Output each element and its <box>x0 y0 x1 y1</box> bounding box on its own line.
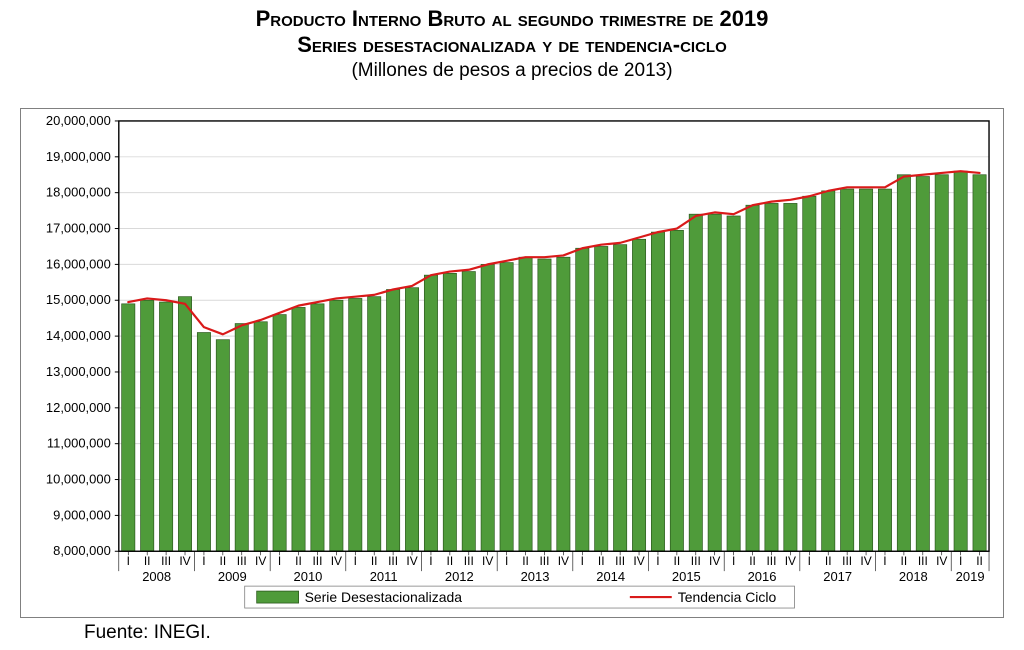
svg-text:2011: 2011 <box>370 569 398 584</box>
svg-text:I: I <box>202 554 205 568</box>
svg-text:III: III <box>539 554 549 568</box>
svg-text:III: III <box>615 554 625 568</box>
svg-text:IV: IV <box>860 554 871 568</box>
svg-text:2018: 2018 <box>899 569 928 584</box>
svg-text:III: III <box>388 554 398 568</box>
svg-text:III: III <box>237 554 247 568</box>
svg-text:II: II <box>901 554 908 568</box>
svg-text:III: III <box>161 554 171 568</box>
svg-text:IV: IV <box>331 554 342 568</box>
svg-text:II: II <box>144 554 151 568</box>
svg-text:2010: 2010 <box>294 569 323 584</box>
svg-text:I: I <box>883 554 886 568</box>
svg-text:I: I <box>429 554 432 568</box>
svg-text:Serie Desestacionalizada: Serie Desestacionalizada <box>305 589 463 605</box>
svg-text:8,000,000: 8,000,000 <box>53 543 111 558</box>
svg-text:2013: 2013 <box>521 569 550 584</box>
svg-text:II: II <box>674 554 681 568</box>
svg-text:I: I <box>127 554 130 568</box>
svg-text:2008: 2008 <box>142 569 171 584</box>
svg-text:IV: IV <box>709 554 720 568</box>
svg-text:2014: 2014 <box>596 569 625 584</box>
svg-text:IV: IV <box>255 554 266 568</box>
svg-text:2016: 2016 <box>748 569 777 584</box>
svg-text:2009: 2009 <box>218 569 247 584</box>
svg-text:2015: 2015 <box>672 569 701 584</box>
svg-text:12,000,000: 12,000,000 <box>46 400 111 415</box>
svg-text:III: III <box>918 554 928 568</box>
svg-text:I: I <box>732 554 735 568</box>
svg-text:III: III <box>312 554 322 568</box>
title-block: Producto Interno Bruto al segundo trimes… <box>0 0 1024 83</box>
svg-text:I: I <box>959 554 962 568</box>
source-label: Fuente: INEGI. <box>84 622 211 644</box>
svg-text:2012: 2012 <box>445 569 474 584</box>
svg-text:18,000,000: 18,000,000 <box>46 185 111 200</box>
svg-text:17,000,000: 17,000,000 <box>46 221 111 236</box>
svg-text:II: II <box>220 554 227 568</box>
svg-text:IV: IV <box>633 554 644 568</box>
title-line-1: Producto Interno Bruto al segundo trimes… <box>0 6 1024 32</box>
svg-text:11,000,000: 11,000,000 <box>47 436 111 451</box>
svg-text:IV: IV <box>936 554 947 568</box>
svg-text:II: II <box>371 554 378 568</box>
svg-text:III: III <box>691 554 701 568</box>
svg-text:IV: IV <box>558 554 569 568</box>
svg-text:III: III <box>464 554 474 568</box>
svg-text:II: II <box>598 554 605 568</box>
title-line-2: Series desestacionalizada y de tendencia… <box>0 32 1024 58</box>
svg-text:20,000,000: 20,000,000 <box>46 113 111 128</box>
svg-text:Tendencia Ciclo: Tendencia Ciclo <box>678 589 777 605</box>
chart-container: 8,000,000 9,000,000 10,000,000 11,000,000 12… <box>20 108 1004 618</box>
svg-text:19,000,000: 19,000,000 <box>46 149 111 164</box>
svg-text:2017: 2017 <box>823 569 852 584</box>
svg-text:II: II <box>825 554 832 568</box>
subtitle: (Millones de pesos a precios de 2013) <box>0 59 1024 83</box>
svg-text:III: III <box>842 554 852 568</box>
svg-text:II: II <box>976 554 983 568</box>
svg-text:III: III <box>766 554 776 568</box>
svg-text:9,000,000: 9,000,000 <box>53 507 111 522</box>
svg-text:16,000,000: 16,000,000 <box>46 256 111 271</box>
svg-text:2019: 2019 <box>956 569 985 584</box>
svg-text:IV: IV <box>179 554 190 568</box>
svg-text:10,000,000: 10,000,000 <box>46 472 111 487</box>
svg-text:13,000,000: 13,000,000 <box>46 364 111 379</box>
svg-text:II: II <box>295 554 302 568</box>
svg-text:II: II <box>447 554 454 568</box>
pib-chart: 8,000,000 9,000,000 10,000,000 11,000,000 12… <box>21 109 1003 617</box>
svg-text:I: I <box>808 554 811 568</box>
svg-text:II: II <box>749 554 756 568</box>
svg-text:I: I <box>354 554 357 568</box>
svg-text:14,000,000: 14,000,000 <box>46 328 111 343</box>
svg-text:IV: IV <box>785 554 796 568</box>
svg-text:IV: IV <box>482 554 493 568</box>
svg-text:I: I <box>656 554 659 568</box>
svg-text:I: I <box>505 554 508 568</box>
svg-text:II: II <box>522 554 529 568</box>
svg-text:15,000,000: 15,000,000 <box>46 292 111 307</box>
svg-text:I: I <box>581 554 584 568</box>
svg-text:IV: IV <box>406 554 417 568</box>
svg-text:I: I <box>278 554 281 568</box>
